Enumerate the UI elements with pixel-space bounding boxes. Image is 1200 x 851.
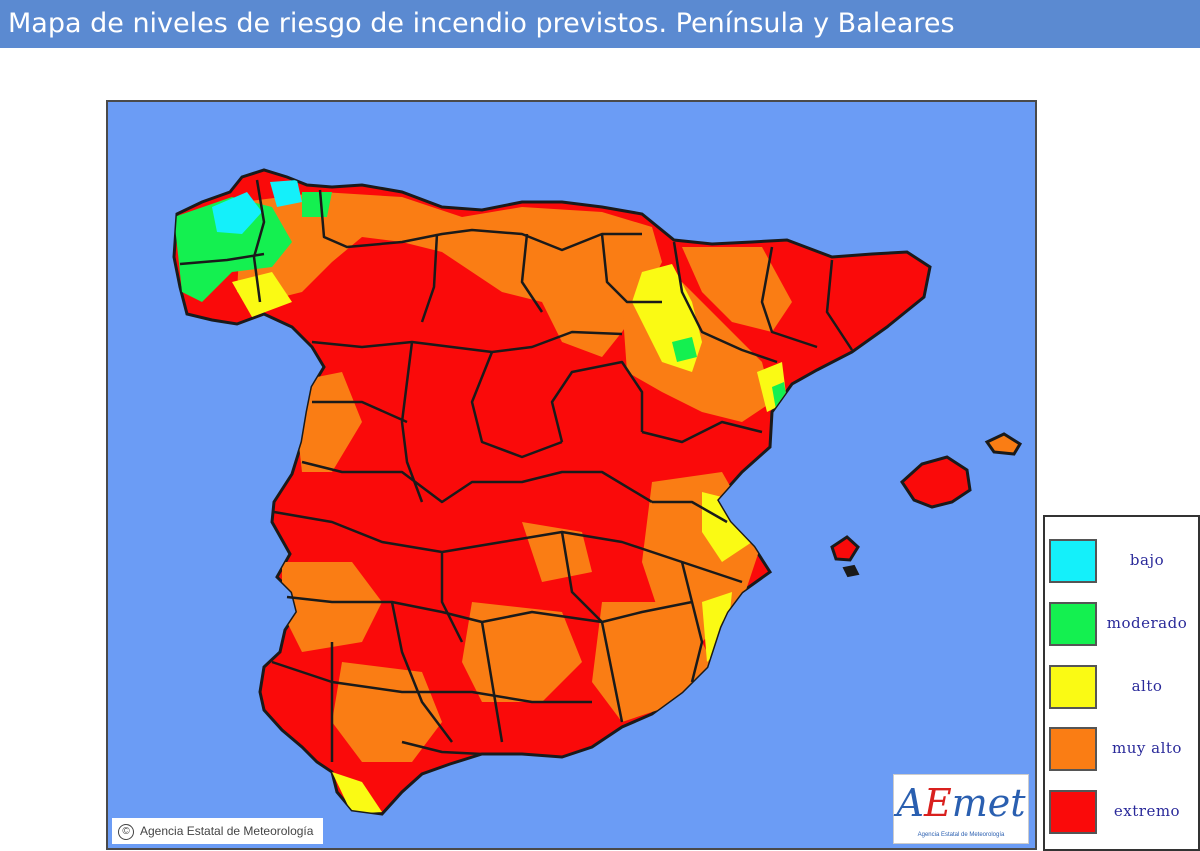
island-menorca xyxy=(984,432,1023,456)
island-ibiza xyxy=(830,535,860,562)
fire-risk-map: © Agencia Estatal de Meteorología AEmet A… xyxy=(106,100,1037,850)
zone-muy-alto-southeast xyxy=(592,602,712,722)
legend-item-extremo: extremo xyxy=(1045,790,1198,840)
zone-alto-alicante xyxy=(702,592,732,662)
legend-label-extremo: extremo xyxy=(1113,802,1181,820)
aemet-logo-subtitle: Agencia Estatal de Meteorología xyxy=(917,832,1005,838)
risk-legend: bajo moderado alto muy alto extremo xyxy=(1043,515,1200,851)
legend-swatch-extremo xyxy=(1049,790,1097,834)
aemet-logo: AEmet Agencia Estatal de Meteorología xyxy=(893,774,1029,844)
zone-alto-galicia xyxy=(232,272,292,317)
legend-swatch-alto xyxy=(1049,665,1097,709)
legend-swatch-bajo xyxy=(1049,539,1097,583)
legend-item-alto: alto xyxy=(1045,665,1198,715)
legend-label-bajo: bajo xyxy=(1129,551,1165,569)
legend-item-moderado: moderado xyxy=(1045,602,1198,652)
copyright-icon: © xyxy=(118,823,134,840)
zone-muy-alto-north xyxy=(237,192,662,357)
legend-label-moderado: moderado xyxy=(1106,614,1188,632)
zone-moderado-aragon xyxy=(672,337,697,362)
page-title: Mapa de niveles de riesgo de incendio pr… xyxy=(0,0,1200,48)
aemet-logo-wordmark: AEmet xyxy=(896,781,1026,825)
zone-moderado-asturias xyxy=(302,192,332,217)
zone-bajo-north-coast xyxy=(270,180,302,207)
legend-item-bajo: bajo xyxy=(1045,539,1198,589)
island-mallorca xyxy=(900,455,972,509)
legend-swatch-muy-alto xyxy=(1049,727,1097,771)
legend-label-alto: alto xyxy=(1131,677,1163,695)
legend-label-muy-alto: muy alto xyxy=(1112,739,1182,757)
legend-item-muy-alto: muy alto xyxy=(1045,727,1198,777)
copyright-text: Agencia Estatal de Meteorología xyxy=(140,824,314,838)
province-borders xyxy=(179,179,854,762)
copyright-notice: © Agencia Estatal de Meteorología xyxy=(112,818,324,844)
map-canvas xyxy=(172,168,1023,816)
island-formentera xyxy=(842,564,860,578)
zone-muy-alto-southwest xyxy=(282,562,382,652)
legend-swatch-moderado xyxy=(1049,602,1097,646)
zone-alto-cadiz xyxy=(332,772,382,814)
zone-bajo-galicia xyxy=(212,192,262,234)
